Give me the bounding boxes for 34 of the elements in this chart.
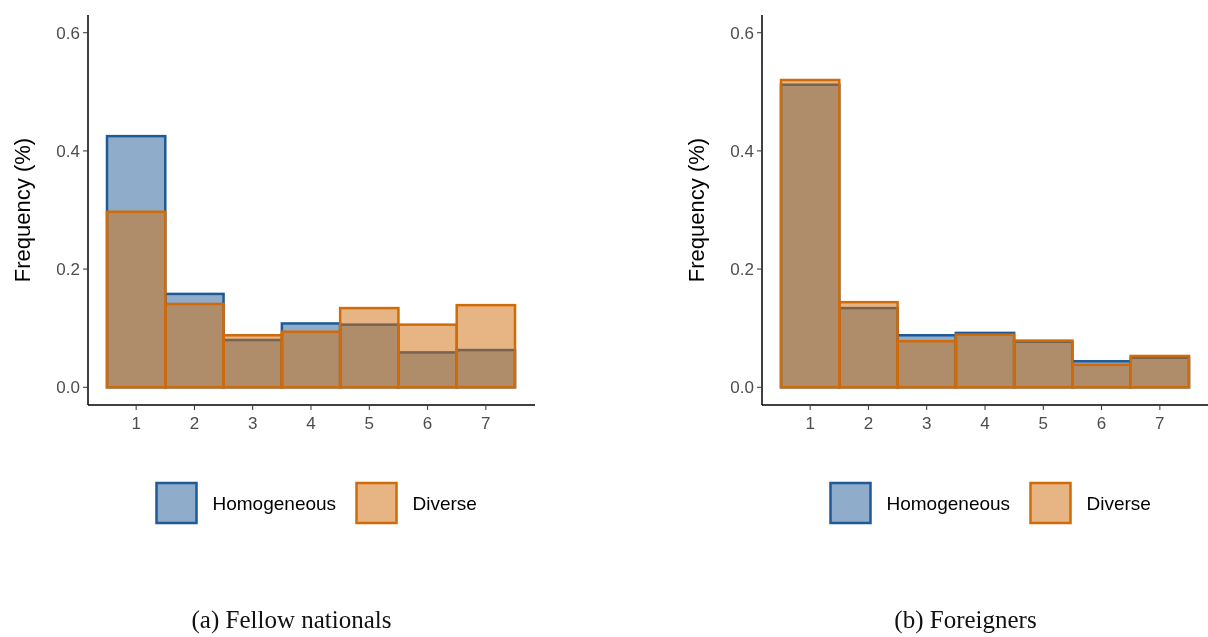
x-tick-label: 1 (131, 414, 141, 433)
bar (397, 323, 458, 389)
legend-label: Diverse (412, 492, 477, 514)
legend-label: Homogeneous (886, 492, 1011, 514)
x-tick-label: 6 (422, 414, 433, 433)
x-tick-label: 2 (189, 414, 200, 433)
x-tick-label: 3 (247, 414, 258, 433)
x-tick-label: 7 (481, 414, 491, 433)
bar (338, 306, 400, 389)
y-tick-label: 0.4 (56, 141, 80, 161)
x-tick-label: 6 (1096, 414, 1107, 433)
x-tick-label: 4 (306, 414, 316, 433)
y-tick-label: 0.2 (730, 260, 754, 280)
y-axis-title: Frequency (%) (10, 137, 35, 283)
legend-label: Homogeneous (212, 492, 337, 514)
y-tick-label: 0.4 (730, 141, 754, 161)
bar (105, 210, 167, 389)
y-tick-label: 0.2 (56, 260, 80, 280)
x-tick-label: 4 (980, 414, 990, 433)
y-tick-label: 0.6 (56, 23, 80, 43)
text: (b) Foreigners (894, 606, 1037, 634)
x-tick-label: 7 (1155, 414, 1165, 433)
legend-label: Diverse (1086, 492, 1151, 514)
x-tick-label: 3 (921, 414, 932, 433)
x-tick-label: 1 (805, 414, 815, 433)
text: (a) Fellow nationals (191, 606, 392, 634)
x-tick-label: 5 (364, 414, 375, 433)
y-tick-label: 0.6 (730, 23, 754, 43)
x-tick-label: 2 (863, 414, 874, 433)
y-axis-title: Frequency (%) (684, 137, 709, 283)
y-tick-label: 0.0 (730, 378, 754, 398)
bar (455, 303, 517, 389)
x-tick-label: 5 (1038, 414, 1049, 433)
y-tick-label: 0.0 (56, 378, 80, 398)
